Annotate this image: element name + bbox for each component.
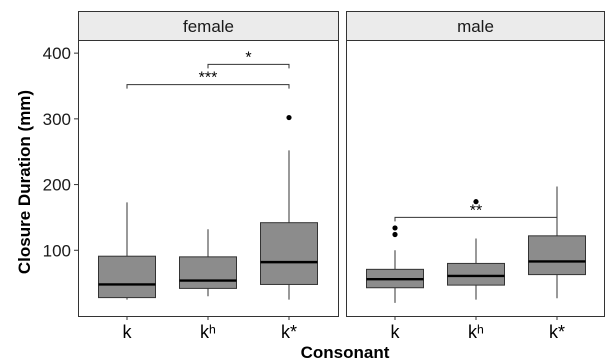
x-tick-label: k	[391, 322, 401, 342]
outlier-point	[286, 114, 292, 121]
y-tick-label: 400	[43, 44, 71, 63]
outlier-point	[473, 199, 479, 205]
x-tick-label: kʰ	[200, 322, 216, 342]
x-tick-label: k	[123, 322, 133, 342]
facet-label-female: female	[183, 17, 234, 36]
box-male-1	[447, 262, 505, 286]
facet-label-male: male	[457, 17, 494, 36]
x-axis-title: Consonant	[301, 343, 390, 362]
y-axis-title: Closure Duration (mm)	[15, 90, 34, 274]
facet-strip-female	[78, 11, 339, 41]
x-tick-label: k*	[281, 322, 297, 342]
x-tick-label: k*	[549, 322, 565, 342]
significance-label: ***	[199, 70, 218, 87]
x-tick-label: kʰ	[468, 322, 484, 342]
box-female-0	[98, 255, 156, 299]
box-female-1	[179, 256, 237, 289]
significance-bracket	[394, 216, 558, 222]
significance-bracket	[207, 63, 290, 69]
significance-label: *	[245, 49, 251, 66]
outlier-point	[392, 231, 398, 238]
y-tick-label: 100	[43, 241, 71, 260]
y-tick-label: 300	[43, 110, 71, 129]
box-male-2	[528, 235, 586, 276]
significance-label: **	[470, 202, 482, 219]
outlier-point	[392, 225, 398, 231]
box-female-2	[260, 222, 318, 285]
y-tick-label: 200	[43, 176, 71, 195]
facet-strip-male	[346, 11, 605, 41]
significance-bracket	[126, 84, 290, 89]
